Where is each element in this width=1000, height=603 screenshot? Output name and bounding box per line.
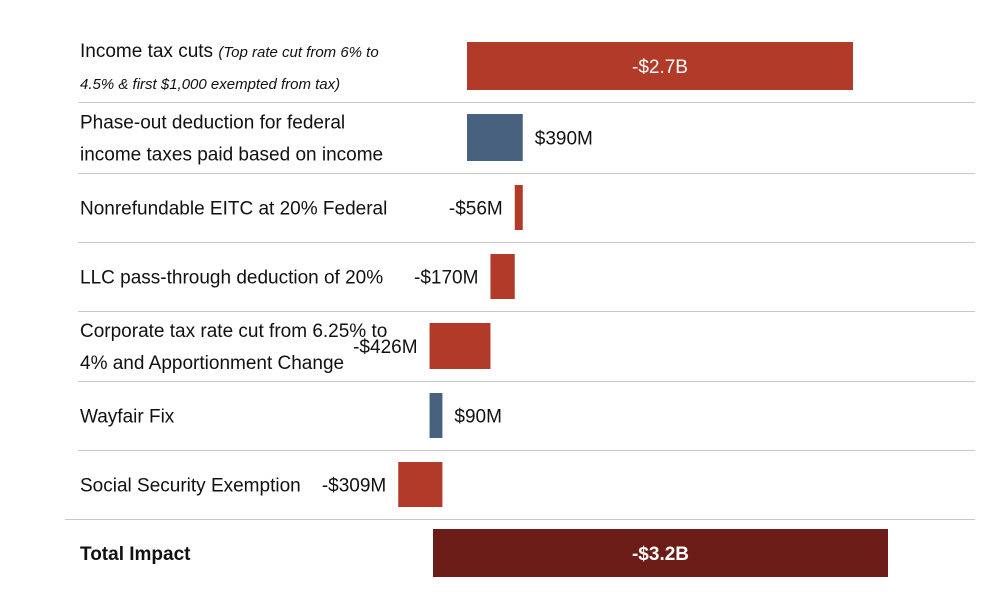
row-label: Corporate tax rate cut from 6.25% to bbox=[80, 321, 387, 342]
bar-3 bbox=[514, 185, 523, 230]
row-label-text: Social Security Exemption bbox=[80, 476, 301, 497]
bar-2 bbox=[467, 114, 523, 161]
row-label-text: LLC pass-through deduction of 20% bbox=[80, 268, 383, 289]
value-label: -$426M bbox=[353, 337, 417, 358]
total-value-label: -$3.2B bbox=[632, 544, 689, 565]
row-label-note: (Top rate cut from 6% to bbox=[218, 44, 378, 61]
value-label: -$56M bbox=[449, 199, 503, 220]
row-label-text: Income tax cuts bbox=[80, 41, 218, 62]
row-label-text: Wayfair Fix bbox=[80, 407, 175, 428]
row-label: Nonrefundable EITC at 20% Federal bbox=[80, 199, 387, 220]
row-label: Wayfair Fix bbox=[80, 407, 175, 428]
row-label: 4.5% & first $1,000 exempted from tax) bbox=[80, 76, 340, 93]
bar-1 bbox=[467, 42, 853, 90]
row-label: 4% and Apportionment Change bbox=[80, 353, 344, 374]
value-label: -$2.7B bbox=[632, 57, 688, 78]
bar-7 bbox=[398, 462, 443, 507]
value-label: -$170M bbox=[414, 268, 478, 289]
row-label-note: 4.5% & first $1,000 exempted from tax) bbox=[80, 76, 340, 93]
row-label-text: Phase-out deduction for federal bbox=[80, 113, 345, 134]
row-label: income taxes paid based on income bbox=[80, 145, 383, 166]
row-label: Social Security Exemption bbox=[80, 476, 301, 497]
total-bar bbox=[433, 529, 888, 577]
row-label: Phase-out deduction for federal bbox=[80, 113, 345, 134]
bar-6 bbox=[429, 393, 443, 438]
bar-5 bbox=[429, 323, 491, 369]
total-label: Total Impact bbox=[80, 544, 191, 565]
row-label-text: Nonrefundable EITC at 20% Federal bbox=[80, 199, 387, 220]
value-label: $90M bbox=[454, 407, 502, 428]
row-label: LLC pass-through deduction of 20% bbox=[80, 268, 383, 289]
row-label-text: income taxes paid based on income bbox=[80, 145, 383, 166]
row-label: Income tax cuts (Top rate cut from 6% to bbox=[80, 41, 379, 62]
bar-4 bbox=[490, 254, 515, 299]
value-label: -$309M bbox=[322, 476, 386, 497]
value-label: $390M bbox=[535, 129, 593, 150]
row-label-text: 4% and Apportionment Change bbox=[80, 353, 344, 374]
row-label-text: Corporate tax rate cut from 6.25% to bbox=[80, 321, 387, 342]
